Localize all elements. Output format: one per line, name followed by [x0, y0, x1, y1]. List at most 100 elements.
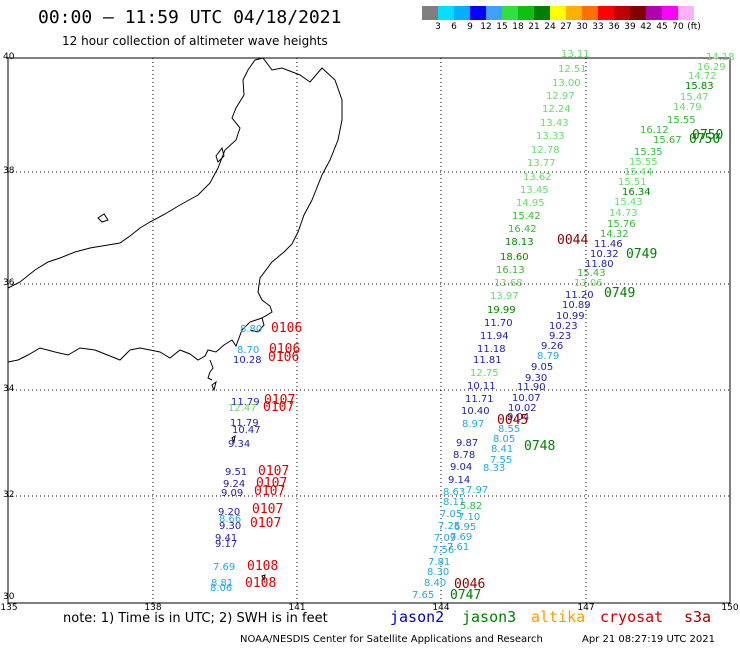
- pass-time-label: 0107: [254, 484, 285, 499]
- wave-height-label: 7.56: [432, 545, 454, 556]
- colorbar-label: 15: [496, 22, 508, 32]
- colorbar-swatch: [598, 6, 614, 20]
- wave-height-label: 11.79: [231, 397, 260, 408]
- wave-height-label: 13.62: [523, 172, 552, 183]
- colorbar-swatch: [566, 6, 582, 20]
- wave-height-label: 13.00: [552, 78, 581, 89]
- wave-height-label: 8.33: [483, 463, 505, 474]
- legend-s3a: s3a: [684, 608, 712, 626]
- wave-height-label: 16.34: [622, 187, 651, 198]
- wave-height-label: 11.90: [517, 382, 546, 393]
- lat-tick-34: 34: [3, 384, 15, 394]
- wave-height-label: 9.23: [549, 331, 571, 342]
- wave-height-label: 10.11: [467, 381, 496, 392]
- wave-height-label: 10.23: [549, 321, 578, 332]
- wave-height-label: 8.55: [498, 424, 520, 435]
- lat-tick-40: 40: [3, 52, 15, 62]
- colorbar-label: 24: [544, 22, 556, 32]
- wave-height-label: 15.76: [607, 219, 636, 230]
- wave-height-label: 19.99: [487, 305, 516, 316]
- colorbar-swatch: [662, 6, 678, 20]
- lon-tick-147: 147: [577, 603, 595, 613]
- wave-height-label: 16.13: [496, 265, 525, 276]
- colorbar-label: 42: [640, 22, 652, 32]
- wave-height-label: 11.20: [565, 290, 594, 301]
- wave-height-label: 10.28: [233, 355, 262, 366]
- wave-height-label: 9.34: [228, 439, 250, 450]
- wave-height-label: 12.97: [546, 91, 575, 102]
- colorbar-label: 39: [624, 22, 636, 32]
- wave-height-label: 9.30: [525, 373, 547, 384]
- pass-time-label: 0106: [269, 342, 300, 357]
- wave-height-label: 5.82: [460, 501, 482, 512]
- wave-height-label: 8.06: [210, 583, 232, 594]
- wave-height-label: 13.77: [527, 158, 556, 169]
- wave-height-label: 9.09: [221, 488, 243, 499]
- colorbar-swatch: [646, 6, 662, 20]
- colorbar-label: 21: [528, 22, 540, 32]
- wave-height-label: 7.69: [450, 532, 472, 543]
- lat-tick-38: 38: [3, 166, 15, 176]
- wave-height-label: 7.65: [412, 590, 434, 601]
- wave-height-label: 11.79: [230, 418, 259, 429]
- wave-height-label: 14.18: [706, 52, 735, 63]
- pass-time-label: 0750: [689, 132, 720, 147]
- wave-height-label: 16.29: [697, 62, 726, 73]
- colorbar-label: 27: [560, 22, 572, 32]
- wave-height-label: 14.73: [609, 208, 638, 219]
- wave-height-label: 11.70: [484, 318, 513, 329]
- colorbar: [422, 6, 694, 20]
- wave-height-label: 9.87: [456, 438, 478, 449]
- wave-height-label: 10.47: [232, 425, 261, 436]
- wave-height-label: 8.70: [237, 345, 259, 356]
- wave-height-label: 18.13: [505, 237, 534, 248]
- wave-height-label: 13.97: [490, 291, 519, 302]
- pass-time-label: 0107: [252, 502, 283, 517]
- wave-height-label: 8.05: [493, 434, 515, 445]
- wave-height-label: 7.09: [434, 533, 456, 544]
- wave-height-label: 12.47: [228, 403, 257, 414]
- wave-height-label: 9.30: [219, 521, 241, 532]
- wave-height-label: 7.10: [458, 512, 480, 523]
- wave-height-label: 15.55: [629, 157, 658, 168]
- wave-height-label: 11.80: [585, 259, 614, 270]
- colorbar-label: 70: [672, 22, 684, 32]
- colorbar-swatch: [550, 6, 566, 20]
- wave-height-label: 15.83: [685, 81, 714, 92]
- lon-tick-138: 138: [144, 603, 162, 613]
- wave-height-label: 11.94: [480, 331, 509, 342]
- legend-altika: altika: [531, 608, 586, 626]
- wave-height-label: 8.78: [453, 450, 475, 461]
- wave-height-label: 7.69: [213, 562, 235, 573]
- credit-line: NOAA/NESDIS Center for Satellite Applica…: [240, 634, 543, 645]
- wave-height-label: 9.26: [541, 341, 563, 352]
- wave-height-label: 9.24: [223, 479, 245, 490]
- colorbar-label: 36: [608, 22, 620, 32]
- wave-height-label: 9.51: [225, 467, 247, 478]
- wave-height-label: 8.81: [211, 578, 233, 589]
- wave-height-label: 8.40: [424, 578, 446, 589]
- wave-height-label: 9.04: [450, 462, 472, 473]
- map-title: 00:00 – 11:59 UTC 04/18/2021: [38, 7, 342, 28]
- colorbar-label: 9: [467, 22, 473, 32]
- wave-height-label: 14.72: [688, 71, 717, 82]
- pass-time-label: 0106: [268, 350, 299, 365]
- colorbar-swatch: [678, 6, 694, 20]
- wave-height-label: 15.42: [512, 211, 541, 222]
- wave-height-label: 15.55: [667, 115, 696, 126]
- pass-time-label: 0750: [692, 128, 723, 143]
- pass-time-label: 0106: [271, 321, 302, 336]
- wave-height-label: 8.41: [491, 444, 513, 455]
- wave-height-label: 9.17: [215, 539, 237, 550]
- colorbar-swatch: [454, 6, 470, 20]
- wave-height-label: 12.51: [558, 64, 587, 75]
- wave-height-label: 12.24: [542, 104, 571, 115]
- colorbar-swatch: [438, 6, 454, 20]
- pass-time-label: 0044: [557, 233, 588, 248]
- wave-height-label: 8.97: [462, 419, 484, 430]
- pass-time-label: 0107: [258, 464, 289, 479]
- lon-tick-135: 135: [0, 603, 18, 613]
- footnote: note: 1) Time is in UTC; 2) SWH is in fe…: [63, 611, 328, 626]
- wave-height-label: 14.95: [516, 198, 545, 209]
- wave-height-label: 7.55: [490, 455, 512, 466]
